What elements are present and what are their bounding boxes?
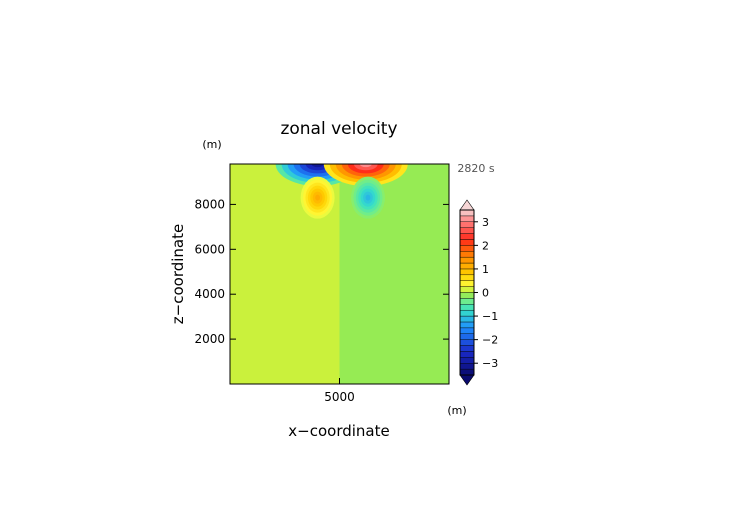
colorbar-segment — [459, 251, 475, 258]
colorbar-segment — [459, 363, 475, 370]
y-tick-label: 8000 — [194, 197, 225, 211]
colorbar-tick-label: 1 — [482, 263, 489, 276]
colorbar-segment — [459, 233, 475, 240]
x-tick-label: 5000 — [324, 390, 355, 404]
colorbar-segment — [459, 245, 475, 252]
x-axis-label: x−coordinate — [288, 422, 389, 440]
colorbar-segment — [459, 292, 475, 299]
colorbar-tick-label: −1 — [482, 310, 498, 323]
colorbar-segment — [459, 221, 475, 228]
x-unit-label: (m) — [447, 404, 466, 417]
colorbar-tick-label: 3 — [482, 216, 489, 229]
contour-positive-core-top-right — [359, 164, 372, 168]
colorbar: 3 2 1 0 −1 −2 −3 — [459, 199, 498, 386]
colorbar-min-arrow — [459, 374, 475, 386]
colorbar-segment — [459, 298, 475, 305]
colorbar-segment — [459, 286, 475, 293]
colorbar-segment — [459, 315, 475, 323]
y-tick-label: 2000 — [194, 332, 225, 346]
y-axis-label: z−coordinate — [169, 224, 187, 324]
contour-positive-lobe-lower-left — [315, 194, 321, 201]
colorbar-segment — [459, 215, 475, 222]
colorbar-segment — [459, 339, 475, 346]
colorbar-segment — [459, 268, 475, 276]
contour-field — [230, 164, 449, 384]
colorbar-segment — [459, 209, 475, 217]
colorbar-segment — [459, 304, 475, 311]
time-label: 2820 s — [457, 162, 494, 175]
colorbar-segment — [459, 227, 475, 234]
colorbar-segment — [459, 274, 475, 281]
colorbar-segment — [459, 357, 475, 364]
colorbar-segment — [459, 309, 475, 317]
colorbar-segment — [459, 321, 475, 329]
colorbar-tick-label: −2 — [482, 334, 498, 347]
colorbar-segment — [459, 351, 475, 358]
colorbar-max-arrow — [459, 199, 475, 211]
y-axis: 2000 4000 6000 8000 — [194, 197, 449, 346]
colorbar-tick-label: −3 — [482, 357, 498, 370]
colorbar-segment — [459, 239, 475, 246]
contour-negative-core-top-left — [311, 164, 324, 168]
colorbar-segment — [459, 368, 475, 376]
colorbar-segment — [459, 333, 475, 340]
contour-negative-lobe-lower-right — [365, 194, 371, 201]
colorbar-segment — [459, 345, 475, 352]
colorbar-tick-label: 2 — [482, 239, 489, 252]
chart-title: zonal velocity — [280, 119, 397, 139]
colorbar-segment — [459, 256, 475, 264]
colorbar-segment — [459, 280, 475, 287]
colorbar-segment — [459, 327, 475, 334]
y-tick-label: 6000 — [194, 242, 225, 256]
y-unit-label: (m) — [202, 138, 221, 151]
colorbar-segment — [459, 262, 475, 270]
x-axis: 5000 — [324, 378, 355, 404]
y-tick-label: 4000 — [194, 287, 225, 301]
colorbar-tick-label: 0 — [482, 287, 489, 300]
